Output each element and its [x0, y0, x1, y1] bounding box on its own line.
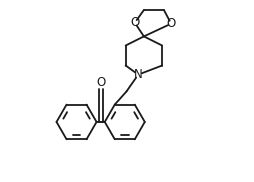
Text: N: N: [133, 68, 142, 81]
Text: O: O: [96, 76, 105, 89]
Text: O: O: [130, 16, 139, 29]
Text: O: O: [166, 17, 175, 30]
